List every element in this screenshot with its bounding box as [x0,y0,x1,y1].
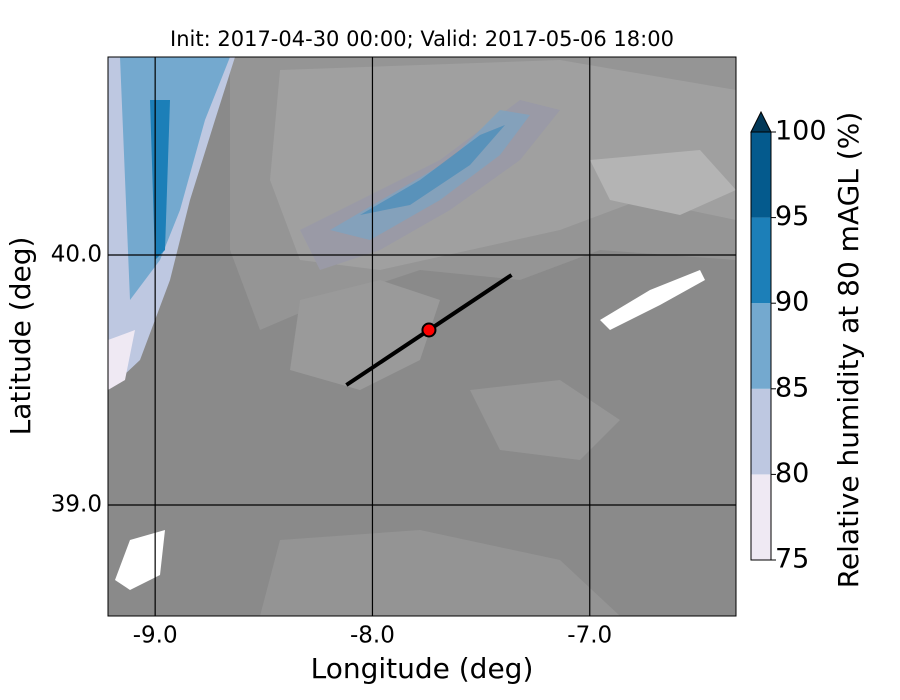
point-marker [421,322,437,338]
colorbar-tick-label: 85 [775,372,809,403]
colorbar-tick-label: 75 [775,544,809,575]
colorbar-segment [751,132,771,218]
colorbar-tick-label: 80 [775,458,809,489]
colorbar-tick-label: 90 [775,287,809,318]
x-axis-label: Longitude (deg) [311,652,534,685]
colorbar-frame [750,131,772,561]
plot-frame [107,56,737,617]
chart-title: Init: 2017-04-30 00:00; Valid: 2017-05-0… [170,27,674,51]
colorbar-segment [751,474,771,560]
colorbar-segment [751,217,771,304]
x-tick-label: -7.0 [567,623,612,649]
colorbar-label: Relative humidity at 80 mAGL (%) [832,112,865,589]
colorbar-extension [750,110,772,133]
y-tick-label: 40.0 [51,242,102,268]
plot-layer [108,57,736,616]
colorbar-segment [751,388,771,475]
y-axis-label: Latitude (deg) [4,237,37,436]
colorbar-tick-label: 95 [775,201,809,232]
x-tick-label: -9.0 [133,623,178,649]
colorbar-tick-label: 100 [775,116,827,147]
terrain [108,57,736,616]
colorbar-segment [751,303,771,389]
x-tick-label: -8.0 [350,623,395,649]
y-tick-label: 39.0 [51,492,102,518]
